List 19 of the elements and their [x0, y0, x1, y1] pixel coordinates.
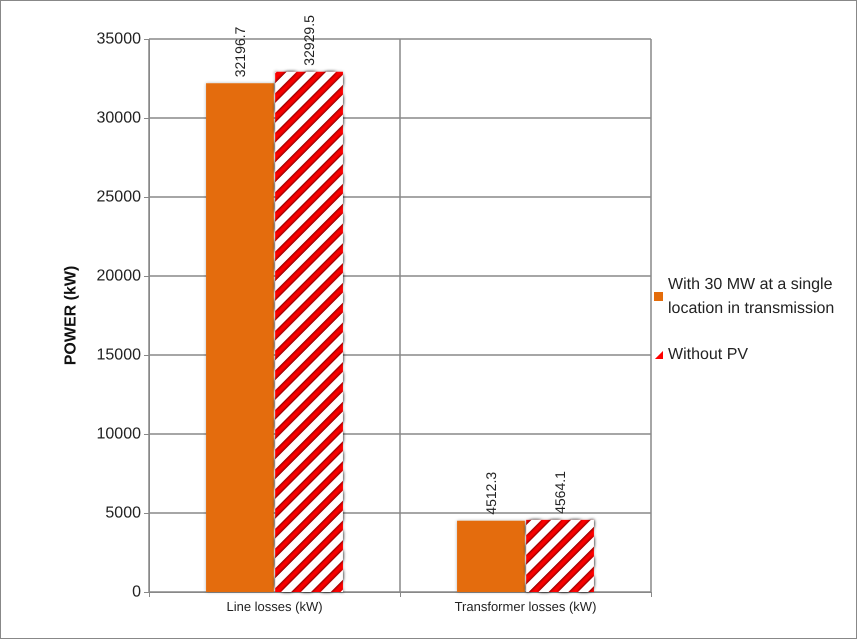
y-tick-label: 25000 — [96, 188, 142, 206]
data-label: 32196.7 — [232, 26, 248, 78]
legend-label: With 30 MW at a single location in transmission — [668, 276, 837, 317]
y-tick-label: 35000 — [96, 30, 142, 48]
y-tick-label: 5000 — [105, 504, 142, 522]
y-tick-label: 10000 — [96, 426, 142, 442]
bar — [457, 520, 525, 592]
data-label: 4512.3 — [482, 472, 499, 515]
x-tick-label: Transformer losses (kW) — [454, 599, 596, 614]
x-tick-label: Line losses (kW) — [226, 599, 323, 614]
data-label: 32929.5 — [301, 14, 318, 66]
y-tick-label: 30000 — [96, 110, 142, 126]
bar — [206, 83, 274, 592]
y-tick-label: 0 — [132, 584, 142, 600]
y-tick-label: 15000 — [96, 346, 142, 364]
y-axis-title: POWER (kW) — [62, 266, 80, 366]
y-tick-label: 20000 — [96, 268, 142, 284]
legend-label: Without PV — [668, 346, 748, 363]
data-label: 4564.1 — [552, 470, 568, 514]
